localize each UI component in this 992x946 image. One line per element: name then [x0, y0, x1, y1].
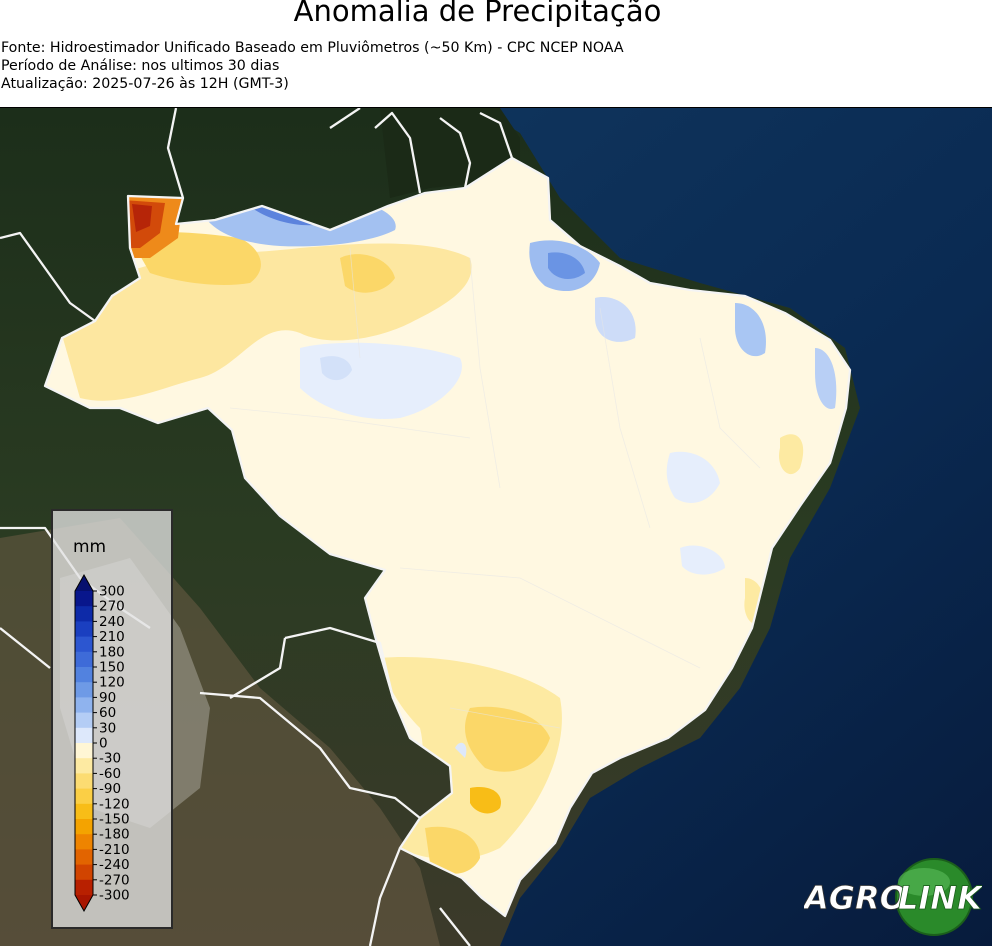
legend-swatch	[75, 773, 93, 790]
legend-tick-label: -90	[99, 781, 121, 797]
map-title: Anomalia de Precipitação	[293, 0, 662, 28]
agrolink-logo: AGRO LINK	[801, 857, 984, 937]
legend-tick-label: 300	[99, 584, 125, 600]
legend-colorbar: 3002702402101801501209060300-30-60-90-12…	[74, 573, 130, 913]
legend-swatch	[75, 758, 93, 774]
legend-tick-label: -210	[99, 842, 130, 858]
legend-min-arrow	[75, 895, 93, 911]
legend-tick-label: -300	[99, 888, 130, 904]
legend-tick-label: -150	[99, 812, 130, 828]
legend-tick-label: 120	[99, 675, 125, 691]
legend-unit: mm	[73, 537, 107, 557]
legend-swatch	[75, 667, 93, 683]
legend-swatch	[75, 636, 93, 653]
legend-tick-label: 150	[99, 660, 125, 676]
color-legend: mm 300 270 240 210 180 150 120 90 60 30 0 -30 -60 -90…	[51, 509, 173, 929]
legend-swatch	[75, 803, 93, 820]
legend-swatch	[75, 682, 93, 698]
logo-link-text: LINK	[898, 879, 982, 917]
legend-tick-label: 180	[99, 644, 125, 660]
legend-swatch	[75, 879, 93, 896]
legend-tick-label: -60	[99, 766, 121, 782]
legend-swatch	[75, 606, 93, 622]
legend-swatch	[75, 788, 93, 805]
state-borders	[229, 247, 761, 729]
legend-tick-label: -30	[99, 751, 121, 767]
logo-agro-text: AGRO	[804, 879, 907, 917]
legend-swatch	[75, 591, 93, 607]
legend-swatch	[75, 712, 93, 729]
legend-tick-label: 210	[99, 629, 125, 645]
legend-tick-label: -270	[99, 872, 130, 888]
legend-tick-label: -180	[99, 827, 130, 843]
legend-tick-label: 90	[99, 690, 116, 706]
legend-swatch	[75, 743, 93, 759]
legend-swatch	[75, 834, 93, 850]
legend-swatch	[75, 864, 93, 881]
legend-swatch	[75, 621, 93, 638]
legend-tick-label: 0	[99, 736, 108, 752]
legend-tick-label: -240	[99, 857, 130, 873]
updated-line: Atualização: 2025-07-26 às 12H (GMT-3)	[1, 76, 289, 92]
legend-swatch	[75, 651, 93, 668]
legend-tick-label: 60	[99, 705, 116, 721]
legend-swatch	[75, 819, 93, 835]
legend-swatch	[75, 849, 93, 866]
legend-tick-label: 270	[99, 599, 125, 615]
legend-tick-label: 30	[99, 720, 116, 736]
source-line: Fonte: Hidroestimador Unificado Baseado …	[1, 40, 624, 56]
legend-swatch	[75, 727, 93, 744]
legend-tick-label: 240	[99, 614, 125, 630]
legend-tick-label: -120	[99, 796, 130, 812]
period-line: Período de Análise: nos ultimos 30 dias	[1, 58, 280, 74]
legend-swatch	[75, 697, 93, 714]
legend-max-arrow	[75, 575, 93, 591]
